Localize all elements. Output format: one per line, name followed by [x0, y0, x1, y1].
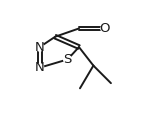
Text: O: O [99, 22, 110, 35]
Text: S: S [63, 53, 72, 66]
Text: N: N [35, 40, 45, 54]
Text: N: N [35, 61, 45, 74]
Circle shape [36, 64, 44, 72]
Circle shape [64, 55, 71, 63]
Circle shape [101, 25, 109, 32]
Circle shape [36, 43, 44, 51]
